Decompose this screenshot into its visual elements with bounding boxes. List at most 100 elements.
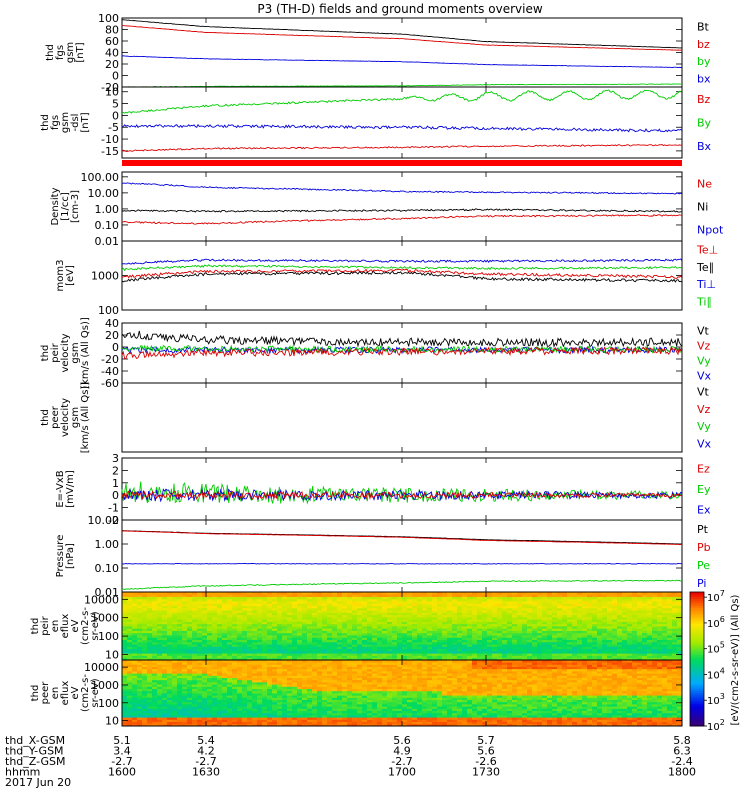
spectrogram-cell [442,632,448,636]
spectrogram-cell [217,644,223,647]
spectrogram-cell [632,619,638,622]
spectrogram-cell [167,641,173,645]
spectrogram-cell [202,677,208,681]
spectrogram-cell [177,690,183,694]
spectrogram-cell [372,706,378,709]
spectrogram-cell [317,610,323,613]
spectrogram-cell [437,646,443,650]
spectrogram-cell [547,596,553,600]
spectrogram-cell [197,616,203,620]
spectrogram-cell [277,723,283,727]
spectrogram-cell [137,723,143,727]
spectrogram-cell [407,641,413,645]
spectrogram-cell [322,717,328,720]
spectrogram-cell [587,623,593,627]
spectrogram-cell [297,699,303,703]
spectrogram-cell [257,706,263,709]
spectrogram-cell [362,641,368,645]
spectrogram-cell [342,641,348,645]
spectrogram-cell [447,607,453,611]
spectrogram-cell [332,644,338,647]
spectrogram-cell [127,646,133,650]
spectrogram-cell [567,630,573,634]
spectrogram-cell [302,653,308,656]
spectrogram-cell [512,621,518,625]
spectrogram-cell [282,664,288,667]
spectrogram-cell [657,637,663,640]
spectrogram-cell [132,616,138,620]
spectrogram-cell [137,596,143,600]
spectrogram-cell [122,712,128,716]
spectrogram-cell [642,623,648,627]
spectrogram-cell [182,719,188,722]
spectrogram-cell [162,664,168,667]
spectrogram-cell [537,623,543,627]
spectrogram-cell [372,614,378,618]
spectrogram-cell [632,623,638,627]
spectrogram-cell [122,646,128,650]
spectrogram-cell [407,655,413,659]
spectrogram-cell [357,623,363,627]
spectrogram-cell [312,626,318,629]
spectrogram-cell [272,653,278,656]
spectrogram-cell [612,655,618,659]
spectrogram-cell [572,598,578,602]
spectrogram-cell [332,639,338,643]
spectrogram-cell [657,596,663,600]
spectrogram-cell [202,695,208,698]
spectrogram-cell [252,721,258,725]
spectrogram-cell [327,605,333,609]
spectrogram-cell [397,619,403,622]
spectrogram-cell [622,623,628,627]
spectrogram-cell [652,623,658,627]
spectrogram-cell [387,684,393,687]
spectrogram-cell [362,616,368,620]
spectrogram-cell [267,592,273,595]
spectrogram-cell [542,650,548,654]
spectrogram-cell [237,605,243,609]
spectrogram-cell [207,715,213,718]
spectrogram-cell [302,619,308,622]
spectrogram-cell [412,646,418,650]
spectrogram-cell [302,641,308,645]
spectrogram-cell [382,666,388,670]
spectrogram-cell [532,603,538,606]
spectrogram-cell [432,610,438,613]
spectrogram-cell [122,710,128,714]
spectrogram-cell [157,621,163,625]
spectrogram-cell [422,623,428,627]
spectrogram-cell [292,719,298,722]
spectrogram-cell [197,648,203,652]
spectrogram-cell [207,592,213,595]
spectrogram-cell [242,630,248,634]
spectrogram-cell [122,644,128,647]
spectrogram-cell [307,721,313,725]
spectrogram-cell [527,657,533,661]
spectrogram-cell [372,721,378,725]
spectrogram-cell [142,592,148,595]
spectrogram-cell [447,657,453,661]
spectrogram-cell [377,684,383,687]
spectrogram-cell [412,601,418,604]
spectrogram-cell [212,664,218,667]
spectrogram-cell [477,598,483,602]
spectrogram-cell [412,603,418,606]
spectrogram-cell [662,614,668,618]
spectrogram-cell [162,660,168,663]
spectrogram-cell [402,605,408,609]
spectrogram-cell [637,632,643,636]
spectrogram-cell [637,644,643,647]
spectrogram-cell [587,630,593,634]
spectrogram-cell [357,668,363,672]
spectrogram-cell [257,616,263,620]
spectrogram-cell [182,619,188,622]
spectrogram-cell [207,594,213,597]
spectrogram-cell [232,668,238,672]
spectrogram-cell [287,594,293,597]
spectrogram-cell [147,701,153,705]
spectrogram-cell [342,706,348,709]
spectrogram-cell [157,596,163,600]
spectrogram-cell [437,653,443,656]
spectrogram-cell [547,635,553,638]
spectrogram-cell [222,710,228,714]
